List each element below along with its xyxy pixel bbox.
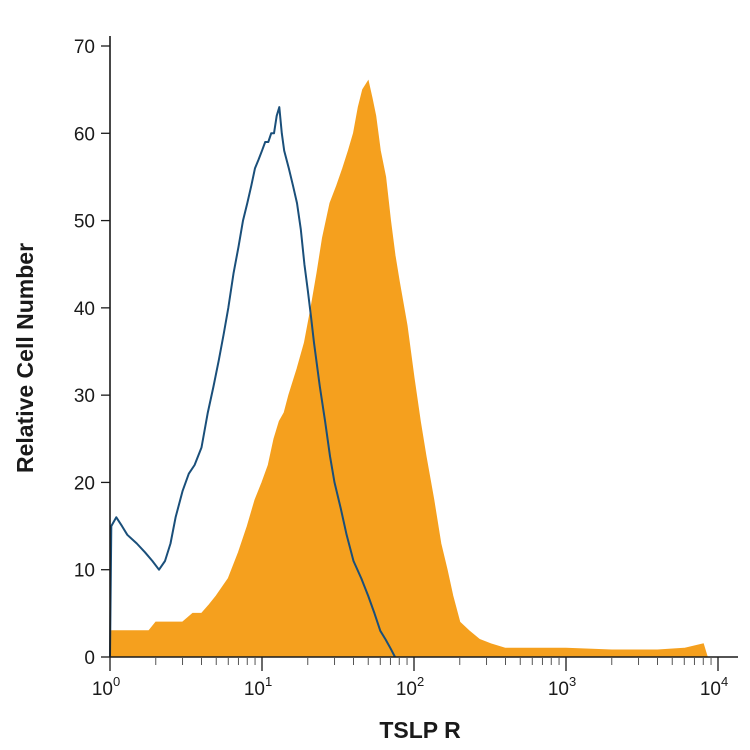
y-tick-label: 40: [74, 299, 95, 320]
x-axis-title: TSLP R: [379, 717, 461, 743]
plot-area: [109, 79, 708, 658]
y-tick-label: 10: [74, 561, 95, 582]
x-tick-label: 100: [92, 674, 120, 700]
y-tick-label: 50: [74, 212, 95, 233]
y-tick-label: 0: [84, 648, 95, 669]
y-tick-label: 20: [74, 473, 95, 494]
x-tick-label: 103: [548, 674, 576, 700]
outline-histogram-series: [109, 106, 396, 658]
x-tick-label: 102: [396, 674, 424, 700]
filled-histogram-series: [109, 79, 708, 658]
y-tick-label: 30: [74, 386, 95, 407]
y-tick-label: 70: [74, 37, 95, 58]
y-tick-label: 60: [74, 124, 95, 145]
y-axis-title: Relative Cell Number: [12, 243, 38, 473]
x-tick-label: 101: [244, 674, 272, 700]
x-tick-label: 104: [700, 674, 728, 700]
axes: 0 10 20 30 40 50 60 70 100 101 102 103 104: [74, 36, 738, 700]
